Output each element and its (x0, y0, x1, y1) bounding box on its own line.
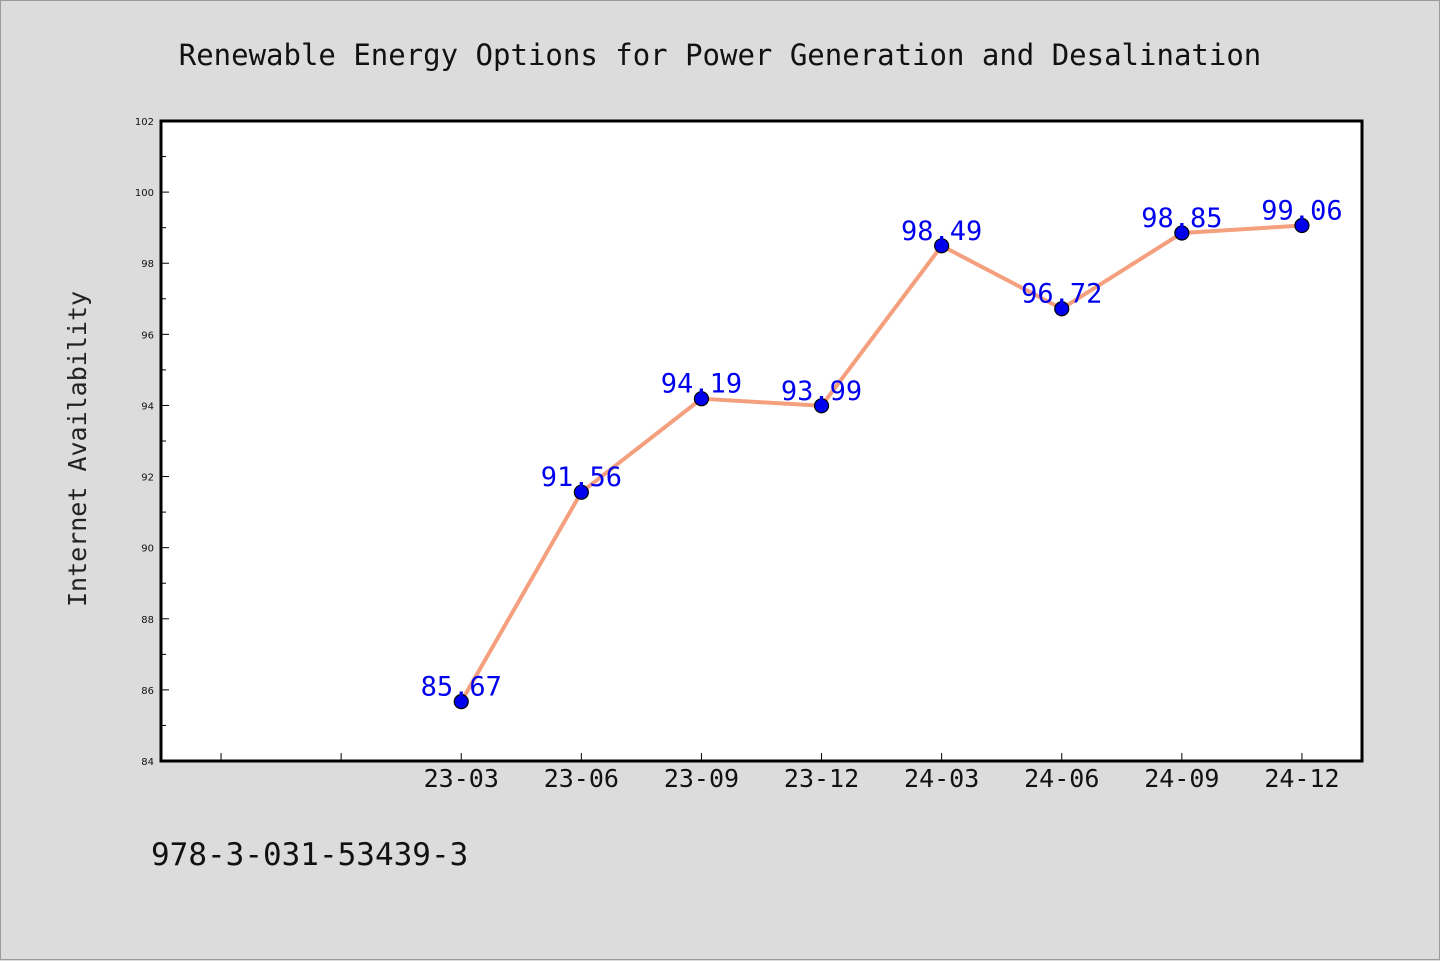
x-tick-label: 24-12 (1264, 764, 1339, 793)
x-tick-label: 23-12 (784, 764, 859, 793)
data-point (693, 391, 710, 407)
data-point (1054, 301, 1070, 317)
plot-area (161, 121, 1362, 761)
data-point (453, 694, 469, 710)
y-axis-label: Internet Availability (63, 291, 92, 607)
y-tick-label: 88 (141, 615, 154, 626)
y-tick-label: 96 (141, 330, 154, 341)
x-tick-label: 23-03 (424, 764, 499, 793)
y-tick-label: 90 (141, 544, 154, 555)
series-line (459, 223, 1303, 703)
chart-title: Renewable Energy Options for Power Gener… (179, 38, 1262, 72)
data-label: 98.49 (901, 216, 982, 247)
data-point (813, 398, 830, 414)
y-tick-label: 92 (141, 473, 154, 484)
data-label: 96.72 (1021, 279, 1102, 310)
data-label: 98.85 (1141, 203, 1222, 234)
data-label: 91.56 (541, 462, 622, 493)
data-label: 94.19 (661, 369, 742, 400)
y-tick-label: 86 (141, 686, 154, 697)
y-tick-label: 100 (135, 188, 154, 199)
data-label: 85.67 (421, 672, 502, 703)
x-tick-label: 24-03 (904, 764, 979, 793)
data-point (934, 238, 950, 254)
data-point (573, 484, 589, 500)
x-tick-label: 23-06 (544, 764, 619, 793)
data-point (1174, 225, 1190, 241)
x-tick-label: 24-06 (1024, 764, 1099, 793)
series-layer: 85.67 91.56 94.19 93.99 98.49 96.72 98.85 99.06 (421, 196, 1343, 710)
plot-border (159, 119, 1364, 763)
y-tick-label: 84 (141, 757, 154, 768)
y-tick-label: 98 (141, 259, 154, 270)
y-tick-label: 102 (135, 117, 154, 128)
data-label: 93.99 (781, 376, 862, 407)
x-tick-label: 24-09 (1144, 764, 1219, 793)
footer-code: 978-3-031-53439-3 (151, 837, 468, 873)
x-tick-label: 23-09 (664, 764, 739, 793)
y-tick-label: 94 (141, 401, 154, 412)
data-label: 99.06 (1261, 196, 1342, 227)
data-point (1294, 217, 1310, 234)
axis-ticks: 84 86 88 90 92 94 96 98 100 102 23-03 23-06 23-09 23-… (135, 117, 1340, 793)
